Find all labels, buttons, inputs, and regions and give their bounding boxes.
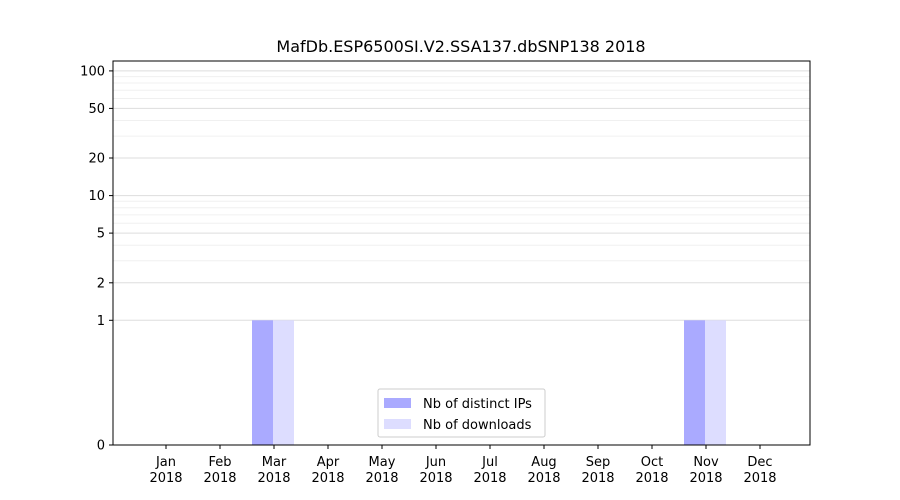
x-axis: Jan2018Feb2018Mar2018Apr2018May2018Jun20… (149, 445, 777, 486)
x-tick-month-sep: Sep (586, 455, 611, 470)
x-tick-year: 2018 (311, 471, 344, 486)
bar-distinct-ips-oct (684, 320, 705, 445)
plot-frame (112, 60, 811, 446)
x-tick-year: 2018 (203, 471, 236, 486)
y-tick-label: 5 (97, 227, 105, 242)
legend-swatch-downloads (384, 419, 411, 429)
y-tick-label: 2 (97, 276, 105, 291)
y-tick-label: 0 (97, 439, 105, 454)
x-tick-month-nov: Nov (693, 455, 719, 470)
x-tick-month-apr: Apr (317, 455, 340, 470)
bar-distinct-ips-feb (252, 320, 273, 445)
x-tick-year: 2018 (635, 471, 668, 486)
legend-swatch-distinct-ips (384, 398, 411, 408)
y-tick-label: 20 (88, 152, 105, 167)
x-tick-year: 2018 (257, 471, 290, 486)
x-tick-year: 2018 (149, 471, 182, 486)
x-tick-year: 2018 (419, 471, 452, 486)
y-tick-label: 100 (80, 64, 105, 79)
x-tick-year: 2018 (527, 471, 560, 486)
y-axis: 0 1 2 5 10 20 50 100 (80, 64, 113, 454)
bar-downloads-feb (273, 320, 294, 445)
x-tick-month-aug: Aug (531, 455, 556, 470)
x-tick-year: 2018 (581, 471, 614, 486)
x-tick-month-jun: Jun (425, 455, 446, 470)
x-tick-month-jan: Jan (155, 455, 176, 470)
x-tick-month-jul: Jul (481, 455, 498, 470)
x-tick-month-may: May (369, 455, 396, 470)
y-tick-label: 10 (88, 189, 105, 204)
legend-label-downloads: Nb of downloads (423, 418, 532, 433)
x-tick-month-dec: Dec (747, 455, 772, 470)
x-tick-year: 2018 (365, 471, 398, 486)
legend-label-distinct-ips: Nb of distinct IPs (423, 397, 532, 412)
x-tick-year: 2018 (473, 471, 506, 486)
x-tick-year: 2018 (689, 471, 722, 486)
x-tick-year: 2018 (743, 471, 776, 486)
x-tick-month-feb: Feb (208, 455, 231, 470)
x-tick-month-oct: Oct (641, 455, 663, 470)
bars (252, 320, 726, 445)
y-tick-label: 50 (88, 102, 105, 117)
chart-title: MafDb.ESP6500SI.V2.SSA137.dbSNP138 2018 (276, 37, 645, 56)
legend-box (377, 388, 546, 438)
x-tick-month-mar: Mar (262, 455, 287, 470)
legend: Nb of distinct IPs Nb of downloads (377, 388, 546, 438)
bar-downloads-oct (705, 320, 726, 445)
y-tick-label: 1 (97, 314, 105, 329)
